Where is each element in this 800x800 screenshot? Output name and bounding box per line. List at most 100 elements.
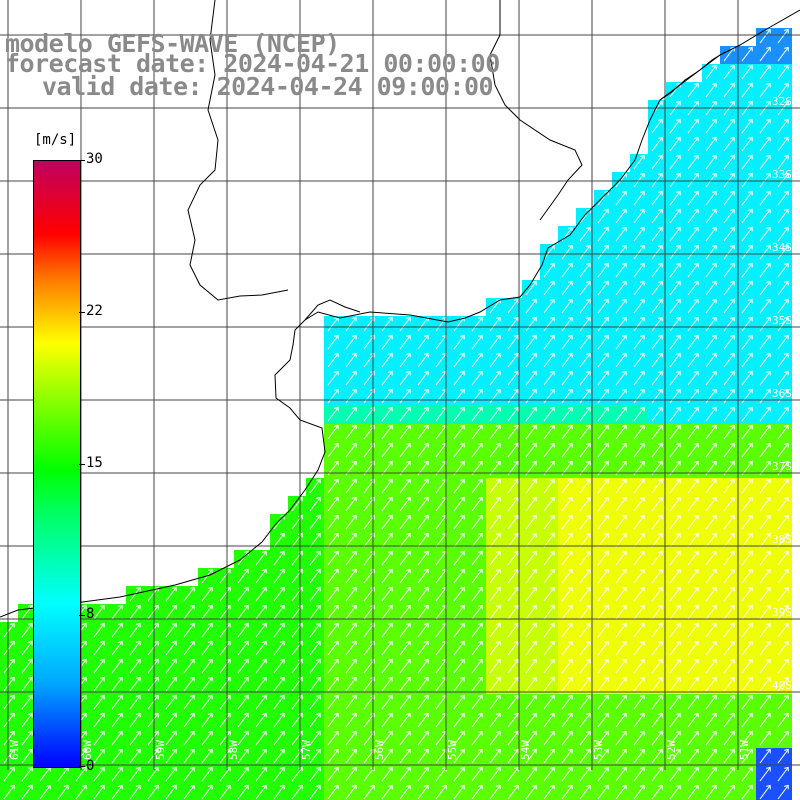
wind-arrowhead [784,352,789,358]
wind-arrowhead [604,550,609,556]
wind-arrowhead [10,676,15,682]
wind-arrowhead [766,406,771,412]
wind-arrowhead [208,766,213,772]
wind-arrowhead [334,334,339,340]
wind-arrow [579,731,591,746]
wind-arrowhead [730,136,735,142]
wind-arrowhead [532,658,537,664]
wind-arrow [633,425,645,440]
wind-arrow [759,605,771,620]
wind-arrowhead [532,280,537,286]
wind-arrow [417,767,429,782]
wind-arrow [381,587,393,602]
wind-arrowhead [694,172,699,178]
wind-arrow [669,371,681,386]
wind-arrowhead [676,136,681,142]
wind-arrow [525,785,537,800]
wind-arrow [309,533,321,548]
wind-arrowhead [334,586,339,592]
wind-arrowhead [370,352,375,358]
wind-arrowhead [766,172,771,178]
wind-arrowhead [676,280,681,286]
wind-arrowhead [334,748,339,754]
wind-arrow [75,767,87,782]
wind-arrow [777,281,789,296]
wind-arrowhead [730,190,735,196]
wind-arrow [579,335,591,350]
wind-arrowhead [172,694,177,700]
wind-arrowhead [694,586,699,592]
wind-arrow [489,659,501,674]
wind-arrowhead [388,352,393,358]
wind-arrow [723,515,735,530]
wind-arrow [597,767,609,782]
wind-arrow [633,245,645,260]
wind-arrowhead [370,658,375,664]
wind-arrowhead [460,532,465,538]
wind-arrow [435,335,447,350]
wind-arrowhead [154,748,159,754]
wind-arrowhead [550,352,555,358]
wind-arrow [687,749,699,764]
wind-arrow [471,569,483,584]
wind-arrowhead [352,370,357,376]
wind-arrow [705,317,717,332]
wind-arrowhead [766,388,771,394]
longitude-label: 52W [665,740,678,760]
wind-arrowhead [694,118,699,124]
wind-arrow [93,731,105,746]
wind-arrow [543,641,555,656]
title-model: modelo GEFS-WAVE (NCEP) [5,29,340,58]
wind-arrowhead [352,622,357,628]
wind-arrowhead [730,154,735,160]
wind-arrow [759,83,771,98]
wind-arrowhead [514,586,519,592]
wind-arrowhead [532,352,537,358]
wind-arrowhead [532,406,537,412]
wind-arrowhead [280,586,285,592]
wind-arrowhead [712,640,717,646]
wind-arrowhead [712,208,717,214]
wind-arrowhead [82,766,87,772]
wind-arrow [741,569,753,584]
wind-arrowhead [406,352,411,358]
wind-arrowhead [676,532,681,538]
wind-arrow [219,695,231,710]
wind-arrow [561,785,573,800]
wind-arrow [3,659,15,674]
wind-arrowhead [568,370,573,376]
wind-arrowhead [406,316,411,322]
lagoon-path [659,51,726,101]
wind-arrowhead [784,190,789,196]
wind-arrowhead [514,514,519,520]
wind-arrowhead [640,640,645,646]
wind-arrow [597,299,609,314]
wind-arrowhead [784,748,789,754]
wind-arrowhead [190,586,195,592]
wind-arrowhead [334,370,339,376]
wind-arrowhead [766,298,771,304]
wind-arrow [579,245,591,260]
wind-arrow [597,335,609,350]
wind-arrow [273,677,285,692]
wind-arrowhead [550,478,555,484]
wind-arrowhead [622,190,627,196]
wind-arrowhead [226,730,231,736]
wind-arrowhead [658,190,663,196]
wind-arrowhead [784,280,789,286]
wind-arrowhead [514,694,519,700]
wind-arrow [93,605,105,620]
wind-arrow [651,425,663,440]
wind-arrow [759,695,771,710]
wind-arrowhead [496,568,501,574]
wind-arrowhead [712,298,717,304]
wind-arrowhead [172,622,177,628]
wind-arrow [579,227,591,242]
wind-arrowhead [730,658,735,664]
wind-arrow [669,209,681,224]
wind-arrowhead [730,586,735,592]
wind-arrow [417,479,429,494]
wind-arrowhead [388,514,393,520]
wind-arrowhead [82,784,87,790]
